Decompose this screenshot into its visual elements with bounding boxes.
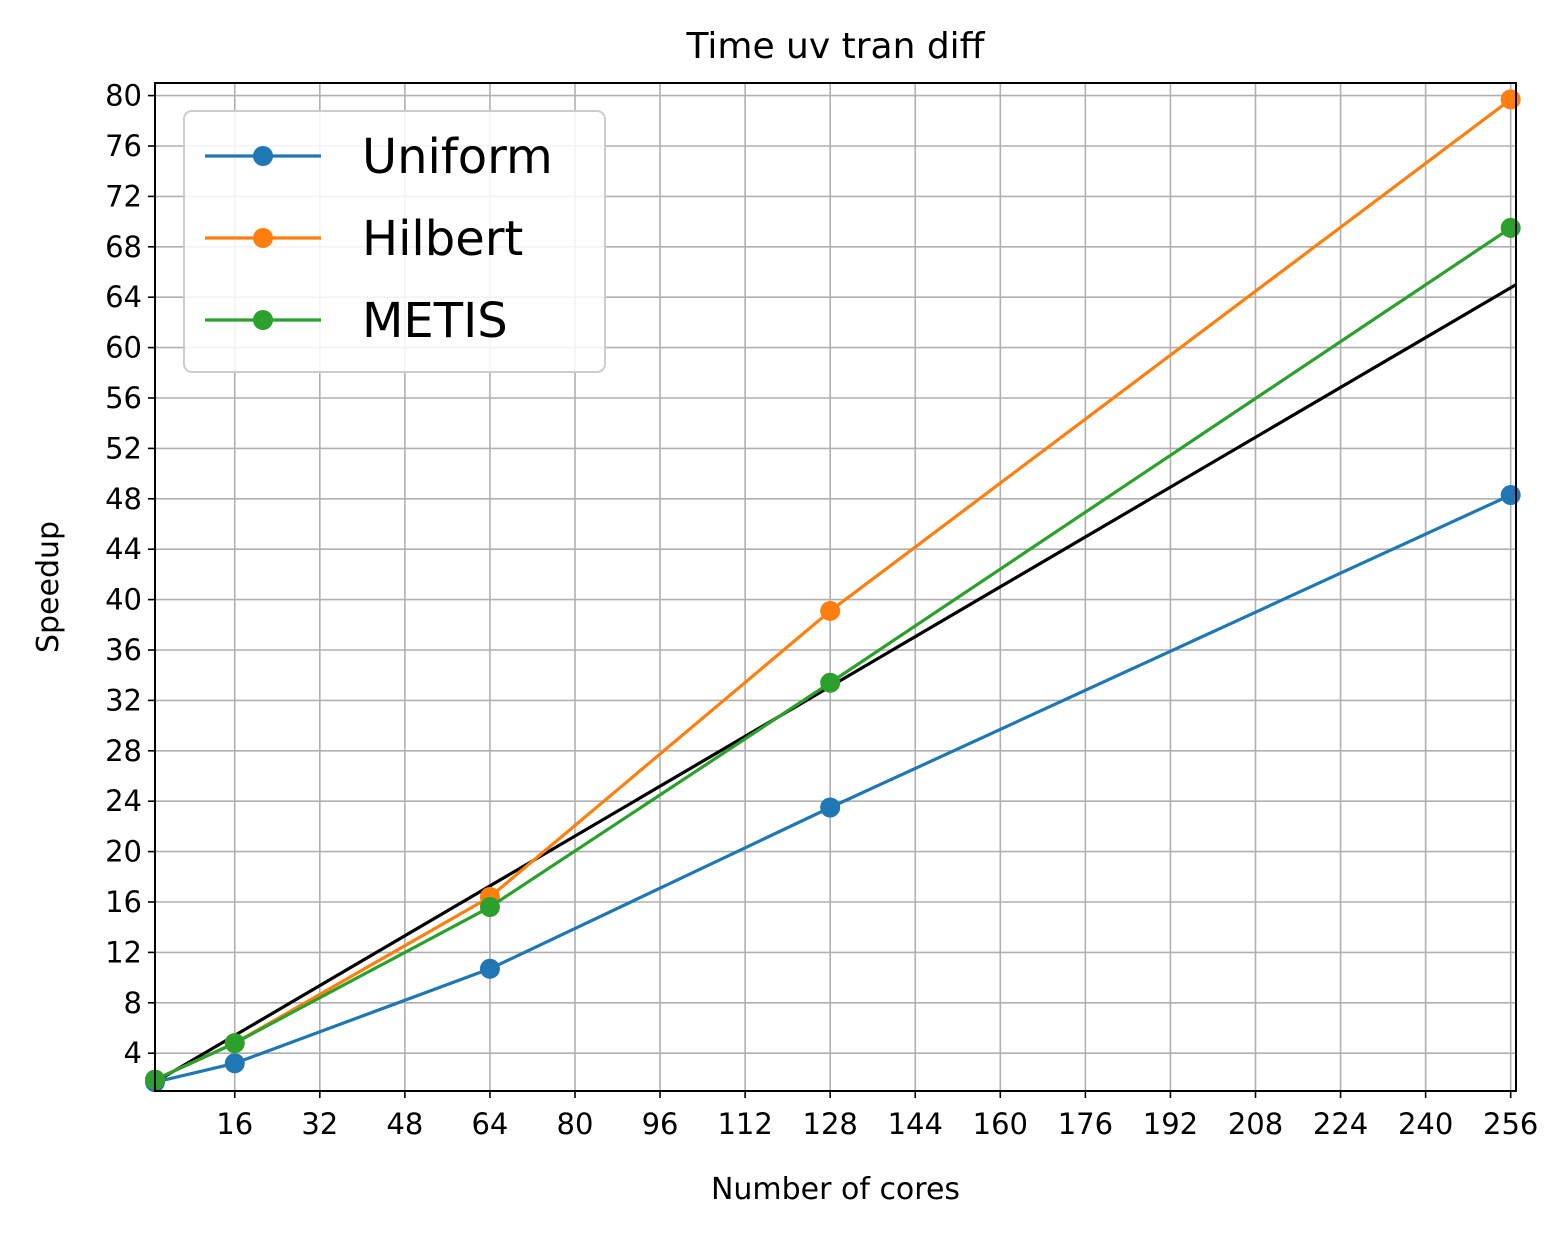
legend-label-hilbert: Hilbert	[362, 211, 523, 267]
y-tick-label: 72	[105, 179, 142, 213]
legend-label-metis: METIS	[362, 293, 508, 349]
y-tick-label: 28	[105, 734, 142, 768]
x-tick-label: 256	[1483, 1107, 1538, 1141]
x-tick-label: 144	[888, 1107, 943, 1141]
y-axis-label: Speedup	[31, 521, 66, 653]
data-point-hilbert	[1500, 89, 1521, 110]
x-tick-label: 128	[803, 1107, 858, 1141]
y-tick-label: 12	[105, 935, 142, 969]
y-tick-label: 8	[124, 986, 142, 1020]
y-tick-label: 80	[105, 79, 142, 113]
x-tick-label: 192	[1143, 1107, 1198, 1141]
legend-marker-uniform	[253, 146, 273, 166]
x-axis-label: Number of cores	[711, 1172, 960, 1207]
y-tick-label: 52	[105, 431, 142, 465]
legend-box	[183, 110, 606, 373]
legend-item-hilbert: Hilbert	[205, 211, 523, 267]
x-tick-label: 80	[557, 1107, 594, 1141]
legend-marker-hilbert	[253, 228, 273, 248]
y-tick-label: 20	[105, 835, 142, 869]
chart-title: Time uv tran diff	[685, 26, 985, 67]
x-tick-label: 208	[1228, 1107, 1283, 1141]
x-tick-label: 64	[471, 1107, 508, 1141]
y-tick-label: 48	[105, 482, 142, 516]
data-point-uniform	[820, 797, 841, 818]
y-tick-label: 68	[105, 230, 142, 264]
legend-item-uniform: Uniform	[205, 129, 553, 185]
legend-marker-metis	[253, 310, 273, 330]
x-tick-label: 240	[1398, 1107, 1453, 1141]
y-tick-label: 16	[105, 885, 142, 919]
y-tick-label: 36	[105, 633, 142, 667]
y-tick-label: 64	[105, 280, 142, 314]
y-tick-label: 76	[105, 129, 142, 163]
x-tick-label: 224	[1313, 1107, 1368, 1141]
data-point-metis	[820, 672, 841, 693]
data-point-uniform	[1500, 485, 1521, 506]
legend-label-uniform: Uniform	[362, 129, 553, 185]
x-tick-label: 16	[216, 1107, 253, 1141]
data-point-metis	[1500, 217, 1521, 238]
y-tick-label: 24	[105, 784, 142, 818]
x-tick-label: 176	[1058, 1107, 1113, 1141]
x-tick-label: 112	[717, 1107, 772, 1141]
x-tick-label: 48	[386, 1107, 423, 1141]
y-tick-label: 60	[105, 331, 142, 365]
x-tick-label: 96	[642, 1107, 679, 1141]
legend: Uniform Hilbert METIS	[183, 110, 606, 373]
y-tick-label: 40	[105, 583, 142, 617]
data-point-uniform	[224, 1053, 245, 1074]
data-point-uniform	[479, 958, 500, 979]
y-tick-label: 44	[105, 532, 142, 566]
data-point-metis	[479, 897, 500, 918]
data-point-hilbert	[820, 600, 841, 621]
x-tick-label: 32	[301, 1107, 338, 1141]
tick-layer: 16 32 48 64 80 96 112 128 144 160 176 192 208 224 240 2…	[105, 79, 1538, 1141]
legend-item-metis: METIS	[205, 293, 508, 349]
data-point-metis	[224, 1033, 245, 1054]
plot-frame	[154, 82, 1517, 1092]
y-tick-label: 56	[105, 381, 142, 415]
y-tick-label: 4	[124, 1036, 142, 1070]
y-tick-label: 32	[105, 683, 142, 717]
x-tick-label: 160	[973, 1107, 1028, 1141]
